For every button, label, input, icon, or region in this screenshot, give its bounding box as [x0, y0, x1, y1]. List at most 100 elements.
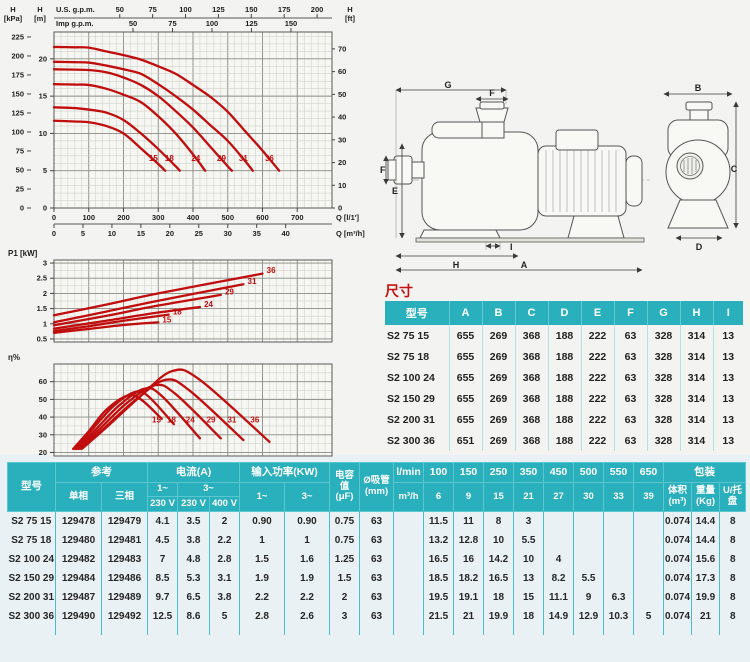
- cell: 1.6: [284, 550, 330, 569]
- curve-24: [52, 83, 207, 172]
- svg-text:40: 40: [39, 413, 47, 422]
- spacer-cell: [691, 626, 720, 635]
- cell: 222: [580, 388, 614, 409]
- cell: 63: [613, 346, 647, 367]
- col-header-current-3ph: 3~: [176, 482, 241, 497]
- svg-text:20: 20: [338, 158, 346, 167]
- cell: 222: [580, 430, 614, 451]
- svg-text:10: 10: [338, 181, 346, 190]
- cell: 314: [679, 409, 713, 430]
- spacer-cell: [177, 626, 210, 635]
- cell: S2 75 15: [387, 329, 430, 342]
- cell: [393, 531, 424, 550]
- cell: 129487: [55, 588, 102, 607]
- curve-label-31: 31: [239, 154, 248, 163]
- cell: 9.7: [147, 588, 178, 607]
- chart-corner-label: P1 [kW]: [8, 249, 38, 258]
- col-header-single-phase: 单相: [55, 482, 102, 512]
- svg-text:40: 40: [338, 113, 346, 122]
- dim-label-i: I: [510, 242, 513, 252]
- cell: 655: [448, 388, 482, 409]
- col-header-flow-100: 100: [423, 462, 455, 483]
- cell: [603, 511, 634, 531]
- col-header-flow-250: 250: [483, 462, 515, 483]
- cell: 14.4: [691, 531, 720, 550]
- pump-side-view: G F F E I H A: [380, 80, 650, 273]
- cell: 328: [646, 388, 680, 409]
- svg-text:10: 10: [39, 129, 47, 138]
- spacer-cell: [483, 626, 514, 635]
- svg-text:15: 15: [137, 229, 145, 238]
- cell: 269: [481, 388, 515, 409]
- cell: S2 75 15: [11, 516, 52, 527]
- cell: 63: [613, 367, 647, 388]
- table-row: S2 100 24 129482 129483 7 4.8 2.8 1.5 1.6 1.25 63…: [8, 550, 746, 569]
- cell: 10.3: [603, 607, 634, 626]
- cell: 14.2: [483, 550, 514, 569]
- cell: 8: [483, 511, 514, 531]
- cell: 13: [712, 325, 743, 346]
- col-header-flow-650: 650: [633, 462, 665, 483]
- svg-text:20: 20: [39, 448, 47, 457]
- dimensions-table: 型号 A B C D E F G H I S2 75 15 655 269 368 18…: [385, 301, 743, 451]
- cell: 129481: [101, 531, 148, 550]
- cell: 269: [481, 346, 515, 367]
- svg-text:0: 0: [338, 204, 342, 213]
- col-header-three-phase: 三相: [101, 482, 148, 512]
- cell: 328: [646, 346, 680, 367]
- cell: 2.8: [239, 607, 285, 626]
- dim-label-g: G: [444, 80, 451, 90]
- spacer-cell: [633, 626, 664, 635]
- cell: 63: [613, 409, 647, 430]
- dim-label-d: D: [696, 242, 703, 252]
- svg-text:200: 200: [117, 213, 130, 222]
- cell: 2.8: [208, 550, 240, 569]
- col-header-i: I: [712, 301, 743, 325]
- col-header-flow-150: 150: [453, 462, 485, 483]
- svg-text:75: 75: [148, 5, 156, 14]
- col-header-volume: 体积 (m³): [663, 482, 693, 512]
- cell: 19.1: [453, 588, 484, 607]
- cell: 19.9: [691, 588, 720, 607]
- cell: 0.074: [663, 607, 692, 626]
- axis: 0.5 1 1.5 2 2.5 3: [37, 259, 54, 343]
- cell: 12.9: [573, 607, 604, 626]
- cell: 8: [719, 569, 746, 588]
- curve-label-24: 24: [204, 300, 213, 309]
- col-header-flow-39: 39: [633, 482, 665, 512]
- grid: [53, 32, 333, 209]
- spacer-cell: [55, 626, 102, 635]
- cell: 63: [359, 531, 394, 550]
- dim-label-b: B: [695, 83, 702, 93]
- cell: 13: [712, 409, 743, 430]
- axis: 50 75 100 125 150 Imp g.p.m.: [56, 19, 297, 32]
- table-row: S2 75 18 129480 129481 4.5 3.8 2.2 1 1 0.75 63 13.…: [8, 531, 746, 550]
- cell: 1.5: [329, 569, 360, 588]
- svg-text:175: 175: [11, 70, 24, 79]
- specifications-table: 型号 参考 电流(A) 输入功率(KW) 电容 值 (μF) Ø吸管 (mm) …: [7, 462, 747, 635]
- col-header-m3h: m³/h: [393, 482, 425, 512]
- cell: 8: [719, 531, 746, 550]
- cell: 13: [712, 388, 743, 409]
- svg-text:125: 125: [245, 19, 258, 28]
- svg-text:Q [m³/h]: Q [m³/h]: [336, 229, 365, 238]
- svg-text:Imp g.p.m.: Imp g.p.m.: [56, 19, 94, 28]
- cell: 18: [483, 588, 514, 607]
- svg-text:50: 50: [39, 395, 47, 404]
- cell: 8.2: [543, 569, 574, 588]
- cell: 8.6: [177, 607, 210, 626]
- cell: 314: [679, 367, 713, 388]
- svg-text:40: 40: [281, 229, 289, 238]
- curve-36: [52, 272, 264, 317]
- cell: 18.5: [423, 569, 454, 588]
- col-header-b: B: [481, 301, 515, 325]
- chart-corner-label: η%: [8, 353, 20, 362]
- svg-text:600: 600: [256, 213, 269, 222]
- cell: 314: [679, 346, 713, 367]
- svg-text:150: 150: [285, 19, 298, 28]
- cell: 14.9: [543, 607, 574, 626]
- curve-36: [80, 368, 271, 451]
- curve-24: [75, 386, 202, 451]
- axis: 0 25 50 75 100 125 150 175 200 225 H[kPa]: [4, 5, 31, 213]
- cell: 129482: [55, 550, 102, 569]
